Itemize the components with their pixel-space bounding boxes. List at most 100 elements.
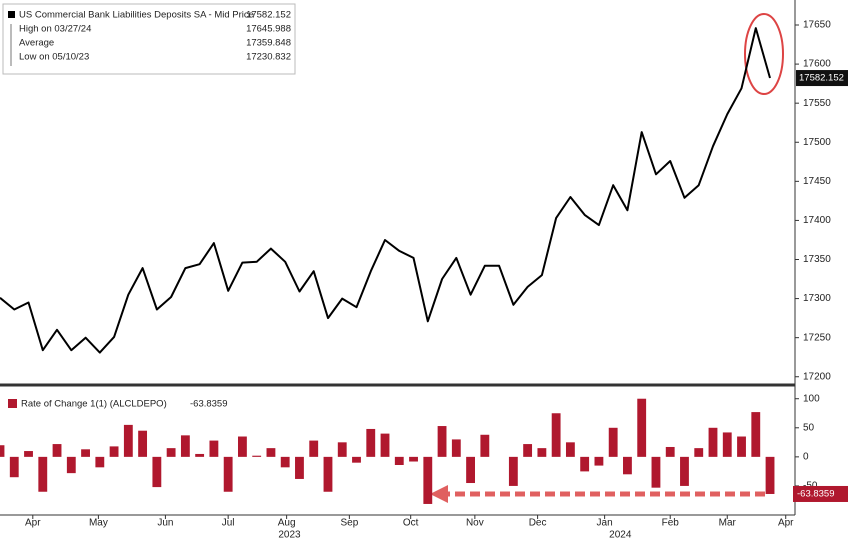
y-tick-label: 17200 <box>803 371 831 382</box>
bar <box>95 456 105 468</box>
highlight-ellipse <box>744 13 784 95</box>
bar <box>295 456 304 479</box>
y-tick-label: 17400 <box>803 215 831 226</box>
bar <box>637 398 647 457</box>
y-tick-label: 17300 <box>803 293 831 304</box>
x-tick-label: Sep <box>340 518 358 529</box>
bar <box>323 456 333 492</box>
legend-stat-label: Low on 05/10/23 <box>19 52 89 63</box>
bar <box>66 456 76 474</box>
bar <box>24 451 33 457</box>
y-tick-label: 17550 <box>803 98 831 109</box>
x-tick-label: Dec <box>529 518 547 529</box>
bar <box>352 456 361 463</box>
bar <box>38 456 48 492</box>
last-value-label: -63.8359 <box>797 488 835 499</box>
bar <box>138 430 148 457</box>
bar <box>651 456 661 488</box>
bar <box>266 448 276 457</box>
bar <box>466 456 475 484</box>
bar <box>580 456 590 472</box>
bar <box>123 424 133 457</box>
x-tick-label: Feb <box>662 518 680 529</box>
x-tick-label: Aug <box>278 518 296 529</box>
bottom-legend: Rate of Change 1(1) (ALCLDEPO) -63.8359 <box>8 399 228 410</box>
legend-box <box>2 3 296 75</box>
bar <box>223 456 233 492</box>
annotation-arrowhead <box>430 485 448 503</box>
bar <box>180 435 190 457</box>
bar <box>737 436 746 457</box>
bar <box>551 413 561 457</box>
bar <box>451 439 461 457</box>
bar <box>594 456 604 466</box>
legend-title: Rate of Change 1(1) (ALCLDEPO) <box>21 399 167 410</box>
bar <box>665 446 675 457</box>
legend-stat-value: 17359.848 <box>246 38 291 49</box>
y-tick-label: 100 <box>803 393 820 404</box>
bar <box>309 440 319 457</box>
bar <box>152 456 162 488</box>
bar <box>195 453 205 457</box>
bar <box>9 456 19 478</box>
bar <box>81 449 90 457</box>
y-tick-label: 17450 <box>803 176 831 187</box>
y-tick-label: 17350 <box>803 254 831 265</box>
bar <box>52 444 62 457</box>
x-year-label: 2023 <box>278 530 301 541</box>
legend-value: 17582.152 <box>246 10 291 21</box>
x-tick-label: Nov <box>466 518 484 529</box>
bar <box>380 433 390 457</box>
bar <box>722 432 732 457</box>
bar <box>623 456 632 475</box>
legend-stat-value: 17230.832 <box>246 52 291 63</box>
bar <box>680 456 689 486</box>
bar <box>252 455 262 457</box>
data-line <box>0 27 771 354</box>
bar <box>237 436 247 457</box>
bar <box>708 427 718 457</box>
legend-title: US Commercial Bank Liabilities Deposits … <box>19 10 254 21</box>
bar <box>751 412 761 457</box>
y-tick-label: 50 <box>803 422 815 433</box>
bar <box>523 444 533 457</box>
last-value-tag <box>793 485 848 502</box>
bar <box>409 456 418 462</box>
y-tick-label: 17600 <box>803 59 831 70</box>
y-tick-label: 17650 <box>803 20 831 31</box>
legend-value: -63.8359 <box>190 399 228 410</box>
bar <box>508 456 518 486</box>
bar <box>166 448 176 457</box>
legend-swatch <box>8 399 17 408</box>
bar <box>565 442 575 457</box>
bar <box>694 448 704 457</box>
y-tick-label: 17500 <box>803 137 831 148</box>
bar <box>366 428 376 457</box>
bar <box>0 445 5 457</box>
bar <box>280 456 290 468</box>
x-tick-label: Oct <box>403 518 419 529</box>
legend-swatch <box>8 11 15 18</box>
x-tick-label: Jun <box>157 518 173 529</box>
x-tick-label: Apr <box>778 518 794 529</box>
legend-stat-label: Average <box>19 38 54 49</box>
last-value-tag <box>796 70 848 87</box>
x-tick-label: May <box>89 518 108 529</box>
x-tick-label: Apr <box>25 518 41 529</box>
top-legend: US Commercial Bank Liabilities Deposits … <box>2 3 296 75</box>
y-tick-label: 0 <box>803 452 809 463</box>
bar <box>480 434 490 457</box>
bar <box>109 446 119 457</box>
last-value-label: 17582.152 <box>799 73 844 84</box>
bar <box>337 442 347 457</box>
bar <box>765 456 775 494</box>
bar <box>437 426 447 457</box>
x-tick-label: Jul <box>222 518 235 529</box>
bar <box>423 456 433 504</box>
x-year-label: 2024 <box>609 530 632 541</box>
x-tick-label: Mar <box>719 518 737 529</box>
x-tick-label: Jan <box>597 518 613 529</box>
bar <box>537 448 547 457</box>
y-tick-label: 17250 <box>803 332 831 343</box>
